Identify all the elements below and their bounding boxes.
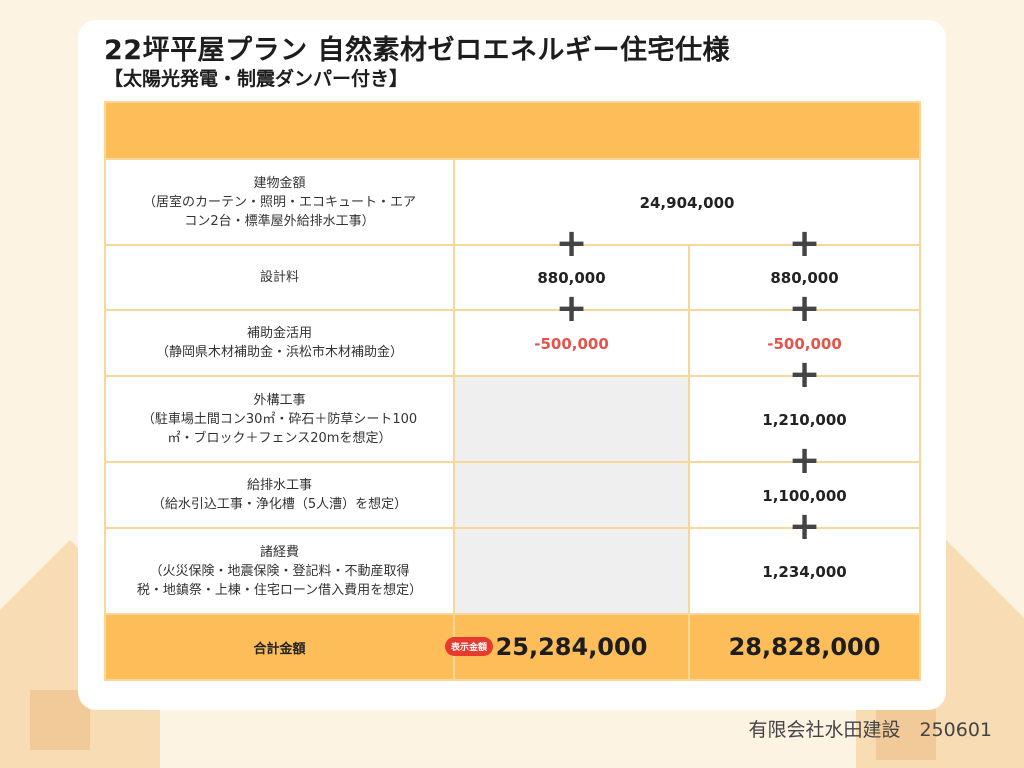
- empty-cell: [453, 461, 690, 529]
- plus-icon: +: [788, 286, 821, 330]
- table-header-row: [103, 101, 922, 160]
- plus-icon: +: [788, 221, 821, 265]
- table-row: 諸経費 （火災保険・地震保険・登記料・不動産取得 税・地鎮祭・上棟・住宅ローン借…: [104, 507, 922, 615]
- plus-icon: +: [555, 286, 588, 330]
- building-price-cell: 24,904,000: [452, 158, 922, 246]
- misc-cell-b: + 1,234,000: [687, 507, 922, 615]
- plus-icon: +: [555, 221, 588, 265]
- row-label-subsidy: 補助金活用 （静岡県木材補助金・浜松市木材補助金）: [104, 309, 455, 377]
- total-label-cell: 合計金額: [104, 613, 455, 681]
- subsidy-b: -500,000: [767, 334, 842, 353]
- total-b: 28,828,000: [728, 633, 881, 661]
- subsidy-cell-b: + -500,000: [687, 289, 922, 377]
- table-row: 給排水工事 （給水引込工事・浄化槽（5人漕）を想定） + 1,100,000: [104, 441, 922, 529]
- design-fee-cell-b: + 880,000: [687, 224, 922, 311]
- design-fee-a: 880,000: [537, 269, 606, 287]
- subsidy-cell-a: + -500,000: [453, 289, 690, 377]
- plus-icon: +: [788, 504, 821, 548]
- plumbing-b: 1,100,000: [762, 486, 847, 505]
- table-row: 補助金活用 （静岡県木材補助金・浜松市木材補助金） + -500,000 + -…: [104, 289, 922, 377]
- table-row: 設計料 + 880,000 + 880,000: [104, 224, 922, 311]
- empty-cell: [453, 527, 690, 615]
- cost-table: 建物金額 （居室のカーテン・照明・エコキュート・エア コン2台・標準屋外給排水工…: [103, 101, 922, 681]
- page-title: 22坪平屋プラン 自然素材ゼロエネルギー住宅仕様: [104, 35, 730, 66]
- company-footer: 有限会社水田建設 250601: [748, 719, 992, 741]
- row-label-exterior: 外構工事 （駐車場土間コン30㎡・砕石＋防草シート100 ㎡・ブロック＋フェンス…: [104, 375, 455, 463]
- table-row: 外構工事 （駐車場土間コン30㎡・砕石＋防草シート100 ㎡・ブロック＋フェンス…: [104, 355, 922, 463]
- subsidy-a: -500,000: [534, 334, 609, 353]
- total-cell-b: 28,828,000: [687, 613, 922, 681]
- row-label-design-fee: 設計料: [104, 244, 455, 311]
- design-fee-b: 880,000: [770, 269, 839, 287]
- exterior-cell-b: + 1,210,000: [687, 355, 922, 463]
- plumbing-cell-b: + 1,100,000: [687, 441, 922, 529]
- total-row: 合計金額 表示金額 25,284,000 28,828,000: [104, 613, 922, 681]
- exterior-b: 1,210,000: [762, 410, 847, 429]
- row-label-building: 建物金額 （居室のカーテン・照明・エコキュート・エア コン2台・標準屋外給排水工…: [104, 158, 455, 246]
- row-label-plumbing: 給排水工事 （給水引込工事・浄化槽（5人漕）を想定）: [104, 461, 455, 529]
- plus-icon: +: [788, 438, 821, 482]
- total-label: 合計金額: [253, 641, 306, 657]
- display-price-badge: 表示金額: [445, 637, 494, 656]
- plus-icon: +: [788, 352, 821, 396]
- page-subtitle: 【太陽光発電・制震ダンパー付き】: [104, 68, 409, 90]
- table-row: 建物金額 （居室のカーテン・照明・エコキュート・エア コン2台・標準屋外給排水工…: [104, 158, 922, 246]
- misc-b: 1,234,000: [762, 562, 847, 581]
- empty-cell: [453, 375, 690, 463]
- design-fee-cell-a: + 880,000: [453, 224, 690, 311]
- total-cell-a: 表示金額 25,284,000: [445, 613, 690, 681]
- row-label-misc: 諸経費 （火災保険・地震保険・登記料・不動産取得 税・地鎮祭・上棟・住宅ローン借…: [104, 527, 455, 615]
- total-a: 25,284,000: [495, 633, 648, 661]
- building-price: 24,904,000: [639, 193, 735, 212]
